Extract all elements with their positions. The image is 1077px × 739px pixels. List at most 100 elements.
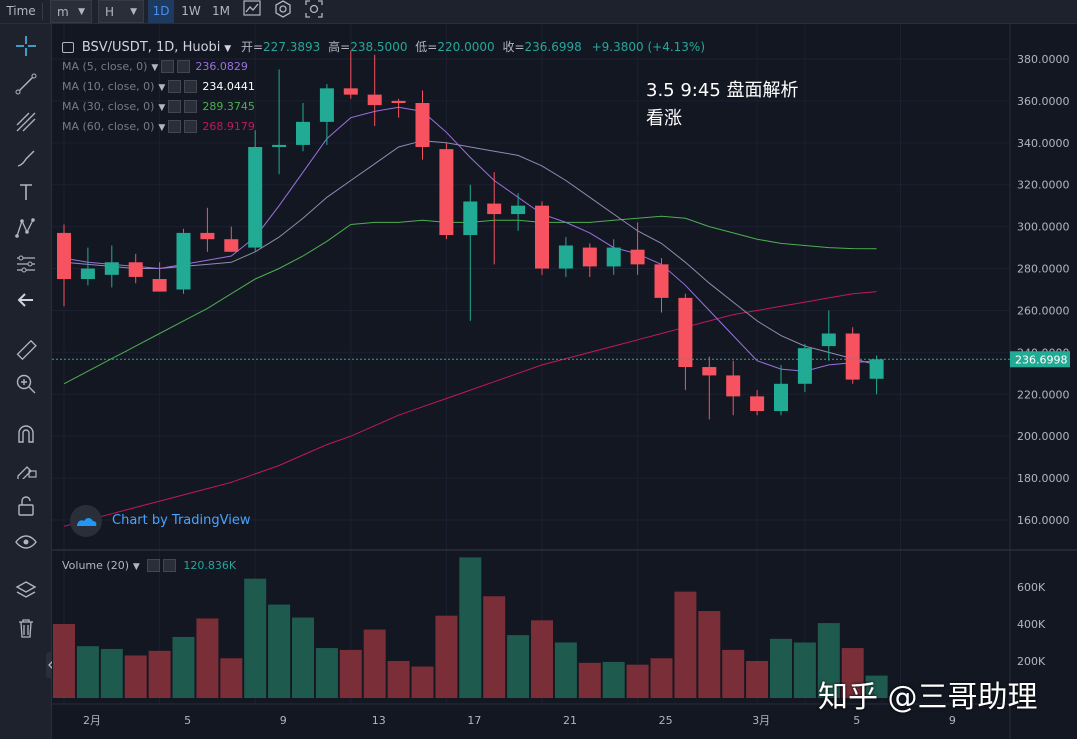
price-chart[interactable]: 380.0000 360.0000 340.0000 320.0000 300.0000… — [52, 24, 1077, 739]
volume-bar — [507, 635, 530, 698]
tradingview-logo-icon[interactable] — [70, 505, 102, 537]
back-arrow-icon[interactable] — [10, 286, 42, 314]
volume-bar — [483, 596, 506, 698]
volume-bar — [292, 617, 314, 698]
ma-legend-row: MA (60, close, 0) ▼ 268.9179 — [62, 119, 255, 133]
top-toolbar: Time m ▼ H ▼ 1D 1W 1M — [0, 0, 1077, 24]
chevron-down-icon[interactable]: ▼ — [151, 63, 159, 73]
volume-bar — [626, 664, 649, 698]
magnet-icon[interactable] — [10, 420, 42, 448]
hours-interval-select[interactable]: H ▼ — [98, 0, 144, 23]
volume-bar — [244, 578, 267, 698]
ma-value: 289.3745 — [202, 100, 255, 113]
volume-bar — [554, 642, 577, 698]
ma-settings-icon[interactable] — [161, 60, 175, 73]
interval-1w-button[interactable]: 1W — [181, 4, 201, 18]
ma-settings-icon[interactable] — [168, 80, 182, 93]
change-value: +9.3800 (+4.13%) — [591, 40, 706, 54]
trash-icon[interactable] — [10, 614, 42, 642]
ma-settings-icon[interactable] — [168, 100, 182, 113]
symbol-title[interactable]: BSV/USDT, 1D, Huobi — [81, 40, 221, 55]
candle — [821, 310, 836, 361]
pattern-tool-icon[interactable] — [10, 214, 42, 242]
zoom-in-icon[interactable] — [10, 370, 42, 398]
candle — [272, 69, 287, 175]
ma-close-icon[interactable] — [184, 120, 198, 133]
candle — [296, 103, 310, 152]
trend-line-icon[interactable] — [10, 70, 42, 98]
candle — [654, 258, 669, 313]
candle — [797, 343, 812, 393]
volume-bar — [435, 615, 458, 698]
candle — [606, 239, 621, 275]
brush-icon[interactable] — [10, 144, 42, 172]
ma-close-icon[interactable] — [184, 100, 198, 113]
volume-close-icon[interactable] — [162, 559, 176, 572]
price-tick-label: 280.0000 — [1017, 263, 1070, 276]
time-tick-label: 3月 — [752, 714, 770, 727]
ma-label[interactable]: MA (60, close, 0) — [62, 120, 155, 133]
ruler-icon[interactable] — [10, 336, 42, 364]
chevron-down-icon: ▼ — [78, 7, 85, 17]
ma-legend-row: MA (10, close, 0) ▼ 234.0441 — [62, 79, 255, 93]
close-value: 236.6998 — [524, 40, 582, 54]
screenshot-icon[interactable] — [301, 0, 327, 23]
text-tool-icon[interactable] — [10, 178, 42, 206]
low-label: 低= — [415, 40, 438, 54]
minutes-interval-select[interactable]: m ▼ — [50, 0, 92, 23]
ma5-line — [63, 106, 877, 372]
interval-1m-button[interactable]: 1M — [212, 4, 230, 18]
interval-1d-button[interactable]: 1D — [148, 0, 174, 23]
time-tick-label: 5 — [184, 714, 191, 727]
time-tick-label: 2月 — [83, 714, 101, 727]
volume-bar — [817, 623, 840, 698]
candle — [869, 355, 884, 395]
ma-label[interactable]: MA (10, close, 0) — [62, 80, 155, 93]
candle — [845, 327, 860, 384]
chevron-down-icon[interactable]: ▼ — [158, 83, 166, 93]
ma-close-icon[interactable] — [177, 60, 191, 73]
annotation-title: 3.5 9:45 盘面解析 — [646, 80, 799, 101]
eye-icon[interactable] — [10, 528, 42, 556]
candle — [104, 245, 119, 288]
price-tick-label: 360.0000 — [1017, 95, 1070, 108]
unlock-icon[interactable] — [10, 492, 42, 520]
ma-settings-icon[interactable] — [168, 120, 182, 133]
high-value: 238.5000 — [350, 40, 408, 54]
volume-bar — [793, 642, 816, 698]
volume-label[interactable]: Volume (20) — [62, 559, 129, 572]
volume-settings-icon[interactable] — [146, 559, 160, 572]
volume-bar — [315, 648, 338, 698]
chevron-down-icon[interactable]: ▼ — [132, 562, 140, 572]
candle — [57, 224, 71, 307]
ma-label[interactable]: MA (5, close, 0) — [62, 60, 148, 73]
ma-value: 268.9179 — [202, 120, 255, 133]
time-axis[interactable]: 2月 5 9 13 17 21 25 3月 5 9 — [83, 714, 956, 727]
prediction-tool-icon[interactable] — [10, 250, 42, 278]
layers-icon[interactable] — [10, 576, 42, 604]
lock-drawings-icon[interactable] — [10, 454, 42, 482]
price-tick-label: 300.0000 — [1017, 221, 1070, 234]
symbol-legend: BSV/USDT, 1D, Huobi ▼ 开=227.3893 高=238.5… — [62, 38, 705, 55]
tradingview-brand-link[interactable]: Chart by TradingView — [112, 513, 251, 528]
collapse-toolbar-handle[interactable] — [46, 652, 56, 678]
fib-tool-icon[interactable] — [10, 108, 42, 136]
volume-bar — [387, 661, 410, 698]
chevron-down-icon[interactable]: ▼ — [158, 103, 166, 113]
candle — [774, 364, 788, 416]
candle — [678, 293, 693, 391]
chevron-down-icon[interactable]: ▼ — [224, 44, 232, 54]
chevron-down-icon[interactable]: ▼ — [158, 123, 166, 133]
settings-gear-icon[interactable] — [270, 0, 296, 23]
crosshair-icon[interactable] — [10, 32, 42, 60]
price-tick-label: 340.0000 — [1017, 137, 1070, 150]
chart-type-icon[interactable] — [239, 0, 265, 23]
ma-label[interactable]: MA (30, close, 0) — [62, 100, 155, 113]
ma-close-icon[interactable] — [184, 80, 198, 93]
volume-bar — [722, 649, 745, 698]
candle — [248, 130, 263, 252]
collapse-legend-icon[interactable] — [62, 42, 74, 53]
chevron-down-icon: ▼ — [130, 7, 137, 17]
open-value: 227.3893 — [263, 40, 321, 54]
candle — [415, 90, 430, 160]
